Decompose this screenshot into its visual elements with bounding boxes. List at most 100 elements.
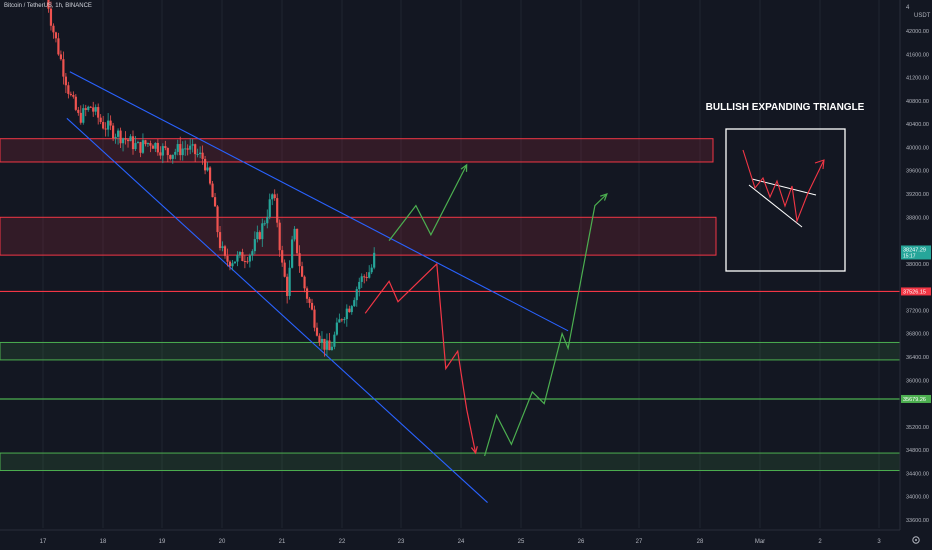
candle-body	[64, 76, 67, 86]
candle-body	[204, 158, 207, 171]
candle-body	[360, 276, 363, 282]
candle-body	[350, 306, 353, 313]
candle-body	[278, 222, 281, 251]
candle-body	[149, 142, 152, 146]
candle-body	[139, 142, 142, 153]
y-tick-label: 40400.00	[906, 122, 929, 128]
candle-body	[166, 148, 169, 156]
candle-body	[206, 167, 209, 171]
candle-body	[348, 308, 351, 313]
y-tick-label: 39200.00	[906, 192, 929, 198]
candle-body	[283, 262, 286, 277]
candle-body	[112, 125, 115, 139]
price-label-current	[901, 245, 931, 260]
candle-body	[124, 138, 127, 140]
x-tick-label: 22	[339, 539, 346, 545]
candle-body	[238, 251, 242, 255]
y-tick-label: 34400.00	[906, 471, 929, 477]
x-tick-label: 3	[877, 539, 881, 545]
y-tick-label: 33600.00	[906, 518, 929, 524]
x-tick-label: 27	[636, 539, 643, 545]
candle-body	[144, 140, 147, 145]
candle-body	[251, 251, 254, 256]
candle-body	[315, 327, 319, 336]
candle-body	[126, 139, 130, 142]
candle-body	[114, 136, 117, 139]
candle-body	[300, 266, 304, 277]
price-label-green-level	[901, 394, 931, 403]
candle-body	[213, 197, 217, 207]
candle-body	[141, 140, 145, 153]
candle-body	[134, 143, 137, 150]
x-tick-label: 2	[818, 539, 822, 545]
price-label-red-level	[901, 287, 931, 296]
candle-body	[373, 252, 376, 268]
candle-body	[355, 289, 358, 301]
candle-body	[335, 322, 338, 335]
pattern-annotation: BULLISH EXPANDING TRIANGLE	[706, 102, 865, 272]
candle-body	[211, 183, 214, 198]
zone-support-upper	[0, 341, 901, 361]
candle-body	[221, 246, 224, 249]
candle-body	[154, 142, 157, 149]
candle-body	[298, 253, 301, 267]
candle-body	[271, 194, 274, 200]
annotation-lower-line	[748, 184, 803, 228]
candle-body	[109, 120, 112, 126]
candle-body	[330, 346, 334, 351]
annotation-zigzag	[742, 149, 825, 224]
candle-body	[146, 142, 150, 145]
y-tick-label: 42000.00	[906, 29, 929, 35]
candle-body	[228, 261, 232, 267]
price-axis-bg	[900, 0, 932, 550]
candle-body	[54, 32, 58, 39]
candle-body	[194, 144, 197, 155]
candle-body	[72, 95, 75, 97]
settings-gear-icon[interactable]	[912, 536, 920, 544]
candle-body	[243, 261, 246, 263]
candle-body	[365, 277, 368, 279]
x-tick-label: 24	[458, 539, 465, 545]
candle-body	[84, 108, 87, 110]
candle-body	[136, 142, 140, 144]
candles	[47, 0, 376, 357]
candle-body	[94, 107, 97, 112]
y-tick-label: 40800.00	[906, 99, 929, 105]
candle-body	[353, 300, 356, 307]
candle-body	[276, 198, 279, 223]
time-axis: 17 18 19 20 21 22 23 24 25 26 27 28 Mar 2 3	[0, 529, 932, 550]
candle-body	[303, 276, 306, 289]
candle-body	[164, 146, 167, 149]
y-tick-label: 40000.00	[906, 145, 929, 151]
candle-body	[77, 109, 80, 113]
annotation-upper-line	[751, 178, 817, 196]
x-tick-label: 26	[578, 539, 585, 545]
candle-body	[171, 154, 174, 159]
candle-body	[340, 319, 343, 321]
x-tick-label: 17	[40, 539, 47, 545]
candle-body	[291, 239, 294, 268]
candle-body	[231, 263, 234, 267]
projection-green-long	[484, 193, 608, 457]
y-tick-label: 34800.00	[906, 448, 929, 454]
candle-body	[191, 144, 194, 146]
price-label-text: 37526.15	[903, 289, 926, 295]
candle-body	[223, 246, 227, 256]
y-tick-label: 41200.00	[906, 76, 929, 82]
zone-resistance-upper	[0, 138, 714, 163]
x-tick-label: 21	[279, 539, 286, 545]
candle-body	[318, 335, 321, 343]
time-axis-bg	[0, 530, 932, 550]
candle-body	[99, 117, 102, 122]
candle-body	[268, 199, 271, 217]
candle-body	[189, 145, 192, 150]
candle-body	[52, 25, 55, 33]
candle-body	[82, 108, 85, 123]
annotation-arrowhead	[814, 159, 825, 170]
settings-gear-icon	[915, 539, 917, 541]
candle-body	[186, 148, 189, 150]
candle-body	[263, 223, 266, 225]
candle-body	[358, 281, 361, 290]
